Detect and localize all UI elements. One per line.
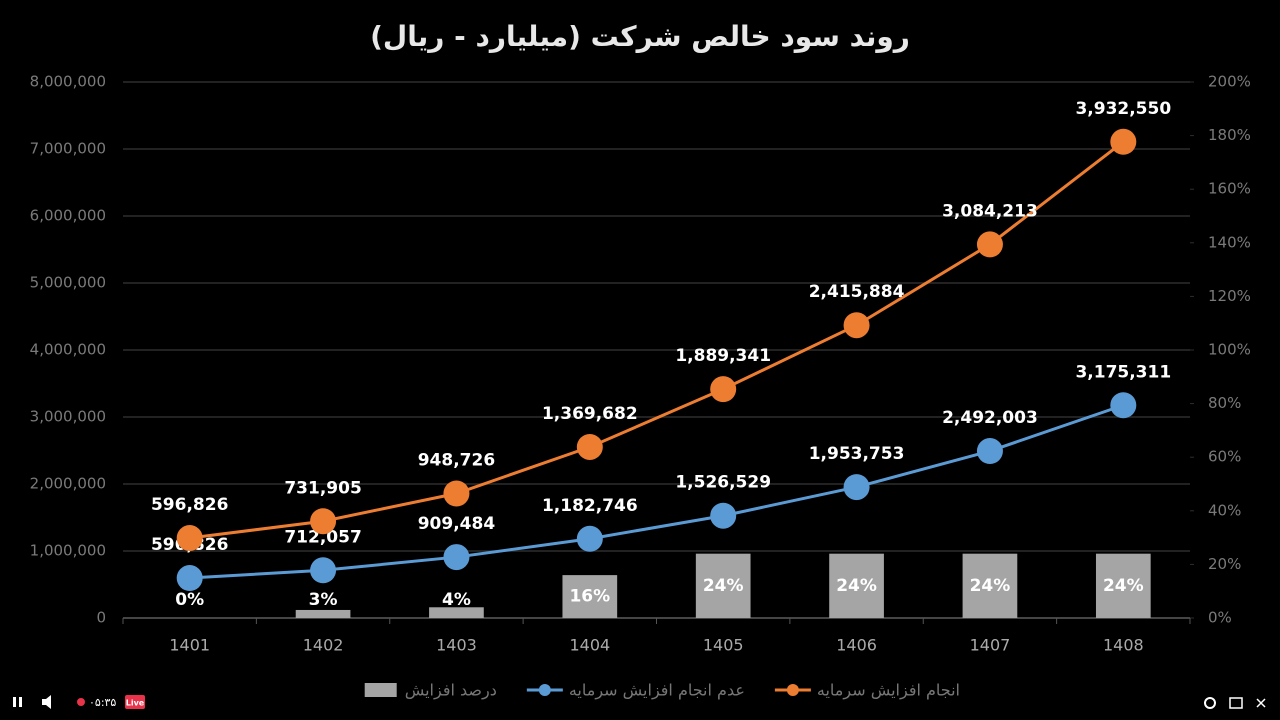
point xyxy=(576,525,603,552)
data-label: 1,182,746 xyxy=(542,496,638,516)
y-tick-label: 6,000,000 xyxy=(30,207,106,225)
y-tick-label: 2,000,000 xyxy=(30,475,106,493)
point xyxy=(576,433,603,460)
y2-tick-label: 20% xyxy=(1208,555,1241,573)
x-tick-label: 1401 xyxy=(169,636,210,655)
data-label: 596,826 xyxy=(151,495,228,515)
data-label: 1,526,529 xyxy=(675,473,771,493)
time: ۰۵:۳۵ xyxy=(89,696,116,709)
legend-label: عدم انجام افزایش سرمایه xyxy=(569,681,745,701)
y2-tick-label: 0% xyxy=(1208,609,1232,627)
bar-label: 24% xyxy=(703,576,744,596)
bar-label: 24% xyxy=(970,576,1011,596)
bar xyxy=(829,553,884,618)
line xyxy=(189,140,1125,540)
legend-label: درصد افزایش xyxy=(405,681,497,701)
point xyxy=(443,544,470,571)
pause-icon[interactable] xyxy=(13,697,16,707)
x-tick-label: 1406 xyxy=(836,636,877,655)
point xyxy=(310,508,337,535)
y2-tick-label: 160% xyxy=(1208,180,1251,198)
bar-label: 4% xyxy=(442,590,471,610)
bar-label: 3% xyxy=(309,590,338,610)
data-label: 1,953,753 xyxy=(809,444,905,464)
legend-swatch xyxy=(364,683,397,697)
y-tick-label: 8,000,000 xyxy=(30,73,106,91)
y-tick-label: 7,000,000 xyxy=(30,140,106,158)
y-tick-label: 4,000,000 xyxy=(30,341,106,359)
pause-icon-bar xyxy=(19,697,22,707)
point xyxy=(1110,128,1137,155)
point xyxy=(176,525,203,552)
volume-icon[interactable] xyxy=(42,695,51,709)
y2-tick-label: 200% xyxy=(1208,73,1251,91)
chart-title: روند سود خالص شرکت (میلیارد - ریال) xyxy=(370,20,910,53)
legend-marker xyxy=(538,684,551,696)
bar xyxy=(695,553,751,618)
data-label: 2,415,884 xyxy=(809,282,905,302)
line xyxy=(189,403,1124,580)
y-tick-label: 5,000,000 xyxy=(30,274,106,292)
y2-tick-label: 100% xyxy=(1208,341,1251,359)
fullscreen-icon[interactable] xyxy=(1256,698,1266,708)
player-bar: ۰۵:۳۵ Live xyxy=(13,695,1266,709)
live-dot xyxy=(77,698,85,706)
live-badge xyxy=(125,695,145,709)
y2-tick-label: 180% xyxy=(1208,126,1251,144)
bar-label: 24% xyxy=(1103,576,1144,596)
y2-tick-label: 140% xyxy=(1208,233,1251,251)
bar-label: 16% xyxy=(569,587,610,607)
data-label: 948,726 xyxy=(418,450,495,470)
y2-tick-label: 60% xyxy=(1208,448,1241,466)
legend-marker xyxy=(786,684,799,696)
bar xyxy=(562,575,618,618)
point xyxy=(843,474,870,501)
point xyxy=(976,438,1003,465)
point xyxy=(1110,392,1137,419)
y2-tick-label: 40% xyxy=(1208,501,1241,519)
x-tick-label: 1408 xyxy=(1103,636,1144,655)
data-label: 3,084,213 xyxy=(942,201,1038,221)
pip-icon[interactable] xyxy=(1229,697,1243,709)
data-label: 1,889,341 xyxy=(675,346,771,366)
data-label: 3,932,550 xyxy=(1075,99,1171,119)
legend-label: انجام افزایش سرمایه xyxy=(817,681,960,701)
data-label: 712,057 xyxy=(284,527,361,547)
data-label: 1,369,682 xyxy=(542,404,638,424)
bar xyxy=(962,553,1018,618)
point xyxy=(976,231,1003,258)
bar xyxy=(429,607,484,618)
y-tick-label: 0 xyxy=(96,609,106,627)
point xyxy=(710,502,737,529)
bar xyxy=(1095,553,1151,618)
y2-tick-label: 120% xyxy=(1208,287,1251,305)
data-label: 731,905 xyxy=(284,478,361,498)
point xyxy=(176,565,203,592)
settings-icon[interactable] xyxy=(1204,697,1216,709)
point xyxy=(443,480,470,507)
x-tick-label: 1407 xyxy=(970,636,1011,655)
point xyxy=(843,312,870,339)
bar xyxy=(295,609,351,618)
x-tick-label: 1402 xyxy=(303,636,344,655)
data-label: 909,484 xyxy=(418,514,496,534)
bar-label: 0% xyxy=(175,590,204,610)
point xyxy=(310,557,337,584)
x-tick-label: 1405 xyxy=(703,636,744,655)
y-tick-label: 1,000,000 xyxy=(30,542,106,560)
x-tick-label: 1404 xyxy=(569,636,610,655)
y2-tick-label: 80% xyxy=(1208,394,1241,412)
point xyxy=(710,376,737,403)
bar-label: 24% xyxy=(836,576,877,596)
live-badge-text: Live xyxy=(126,699,145,708)
data-label: 3,175,311 xyxy=(1075,362,1171,382)
x-tick-label: 1403 xyxy=(436,636,477,655)
data-label: 2,492,003 xyxy=(942,408,1038,428)
y-tick-label: 3,000,000 xyxy=(30,408,106,426)
